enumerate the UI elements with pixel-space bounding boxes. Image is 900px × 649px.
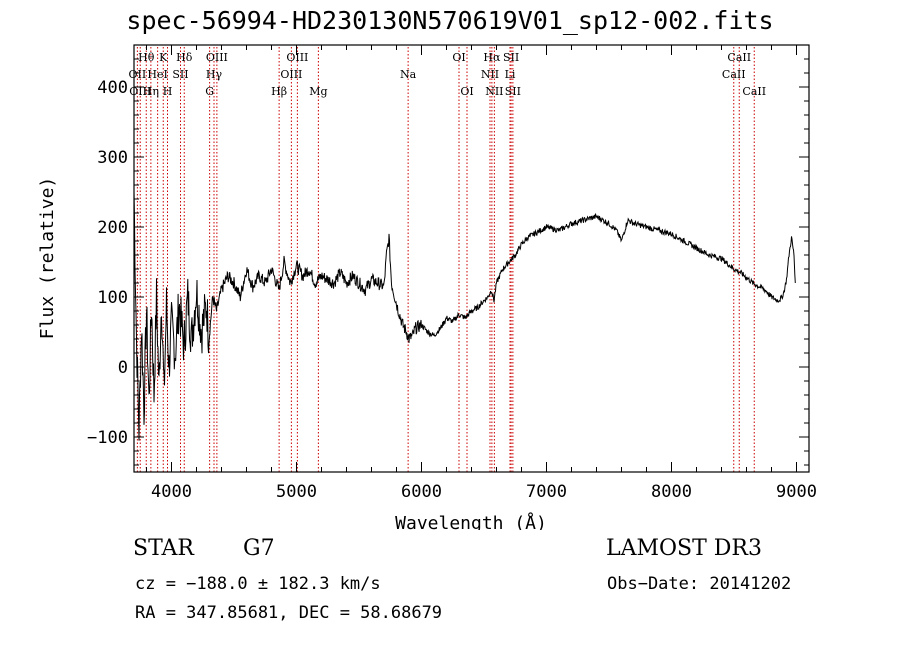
line-label-24: OI (460, 85, 473, 98)
x-tick-label-5: 9000 (776, 482, 817, 502)
y-tick-label-4: 300 (97, 148, 128, 168)
x-tick-label-3: 7000 (526, 482, 567, 502)
redshift-line: cz = −188.0 ± 182.3 km/s (135, 574, 381, 594)
line-label-14: Na (400, 68, 417, 81)
series-layer (133, 192, 796, 441)
line-label-11: SII (172, 68, 188, 81)
y-tick-label-3: 200 (97, 218, 128, 238)
line-label-20: H (163, 85, 173, 98)
line-label-15: NII (481, 68, 499, 81)
line-label-17: CaII (722, 68, 746, 81)
line-markers (136, 47, 755, 472)
line-label-16: Li (505, 68, 516, 81)
line-label-5: OI (452, 51, 465, 64)
x-tick-label-1: 5000 (276, 482, 317, 502)
coords-line: RA = 347.85681, DEC = 58.68679 (135, 603, 443, 623)
series-flux (133, 192, 796, 441)
y-axis: −100 0 100 200 300 400 (87, 44, 809, 466)
line-label-23: Mg (309, 85, 327, 98)
line-label-2: Hδ (176, 51, 193, 64)
line-label-26: SII (505, 85, 521, 98)
x-tick-label-2: 6000 (401, 482, 442, 502)
line-label-27: CaII (742, 85, 766, 98)
line-label-9: OII (129, 68, 147, 81)
line-label-13: OIII (280, 68, 302, 81)
chart-title: spec-56994-HD230130N570619V01_sp12-002.f… (126, 6, 774, 35)
line-label-1: K (159, 51, 168, 64)
y-tick-label-1: 0 (118, 358, 128, 378)
y-tick-label-2: 100 (97, 288, 128, 308)
y-tick-label-5: 400 (97, 78, 128, 98)
obs-date-line: Obs−Date: 20141202 (607, 574, 792, 594)
line-label-7: SII (503, 51, 519, 64)
line-label-3: OIII (206, 51, 228, 64)
line-label-0: Hθ (138, 51, 155, 64)
y-tick-label-0: −100 (87, 428, 128, 448)
y-axis-label: Flux (relative) (37, 177, 58, 340)
line-label-22: Hβ (271, 85, 287, 98)
line-label-12: Hγ (206, 68, 223, 81)
line-label-19: Hη (143, 85, 159, 98)
line-label-25: NII (485, 85, 503, 98)
x-tick-label-0: 4000 (151, 482, 192, 502)
x-axis-label: Wavelength (Å) (395, 512, 547, 530)
line-label-4: OIII (286, 51, 308, 64)
plot-frame (133, 44, 810, 473)
object-type: STAR (133, 536, 194, 561)
line-label-18: OIII (129, 85, 151, 98)
line-label-21: G (205, 85, 214, 98)
line-label-6: Hα (483, 51, 501, 64)
subclass: G7 (243, 536, 275, 561)
x-axis: 4000 5000 6000 7000 8000 9000 (146, 45, 817, 502)
line-label-10: HeI (147, 68, 167, 81)
x-tick-label-4: 8000 (651, 482, 692, 502)
line-label-8: CaII (727, 51, 751, 64)
survey-name: LAMOST DR3 (606, 536, 762, 561)
